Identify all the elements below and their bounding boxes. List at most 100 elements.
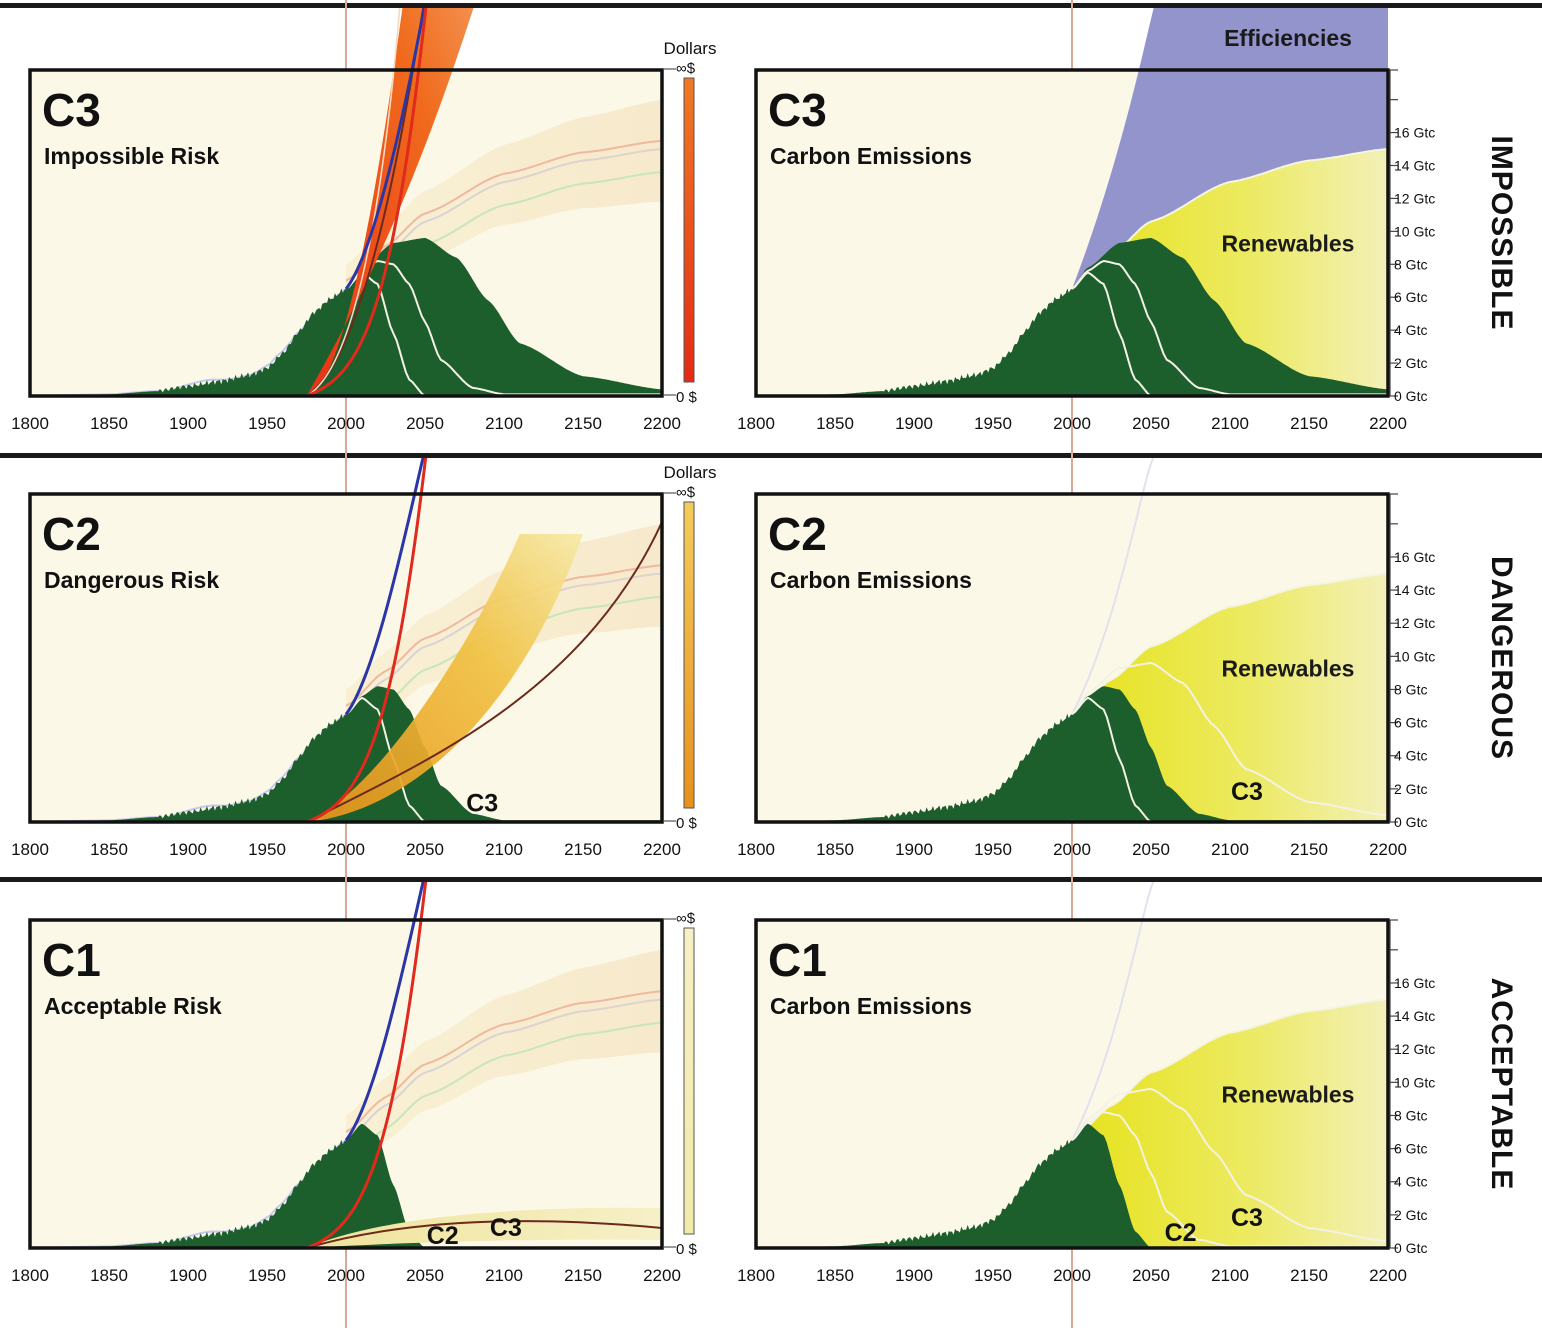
red-risk-curve [305, 882, 428, 1248]
gtc-tick-label: 4 Gtc [1394, 748, 1427, 764]
x-tick-label: 2050 [1132, 1266, 1170, 1285]
gtc-tick-label: 6 Gtc [1394, 715, 1427, 731]
currency-top-label: ∞$ [676, 910, 696, 927]
fossil-emissions-area [30, 686, 662, 822]
gtc-tick-label: 8 Gtc [1394, 256, 1427, 272]
cost-center-line [306, 521, 662, 822]
gtc-tick-label: 10 Gtc [1394, 223, 1435, 239]
x-tick-label: 1950 [248, 840, 286, 859]
gtc-tick-label: 6 Gtc [1394, 289, 1427, 305]
fossil-emissions-area [756, 686, 1388, 822]
risk-panel-frame [28, 492, 664, 824]
faint-risk-band [346, 949, 662, 1174]
cost-band-hot [306, 8, 474, 396]
x-tick-label: 2200 [1369, 1266, 1407, 1285]
scenario-label: C3 [1231, 778, 1263, 806]
panel-code: C2 [42, 508, 101, 560]
x-tick-label: 2050 [406, 1266, 444, 1285]
x-tick-label: 1850 [816, 1266, 854, 1285]
x-tick-label: 1950 [974, 1266, 1012, 1285]
x-tick-label: 2100 [1211, 1266, 1249, 1285]
x-tick-label: 2100 [1211, 840, 1249, 859]
gtc-tick-label: 16 Gtc [1394, 125, 1435, 141]
x-tick-label: 1850 [90, 840, 128, 859]
row-separator [0, 453, 1542, 458]
x-tick-label: 1800 [11, 840, 49, 859]
x-tick-label: 1850 [816, 840, 854, 859]
emissions-areas [756, 8, 1388, 396]
cost-band-group [305, 882, 662, 1248]
gtc-tick-label: 14 Gtc [1394, 582, 1435, 598]
panel-subtitle: Carbon Emissions [770, 143, 972, 169]
x-tick-label: 2200 [643, 414, 681, 433]
gtc-tick-label: 10 Gtc [1394, 1074, 1435, 1090]
row-impossible: C3 Impossible Risk 1800 1850 1900 1950 2000 205… [11, 8, 1518, 433]
gtc-tick-label: 12 Gtc [1394, 1041, 1435, 1057]
x-tick-label: 1800 [737, 414, 775, 433]
x-tick-label: 1800 [11, 414, 49, 433]
panel-code: C1 [768, 934, 827, 986]
efficiencies-area [1072, 8, 1388, 289]
cost-band-warm [306, 534, 583, 822]
x-tick-label: 2000 [327, 840, 365, 859]
gtc-tick-label: 0 Gtc [1394, 1240, 1427, 1256]
risk-panel-frame [28, 918, 664, 1250]
gtc-tick-label: 4 Gtc [1394, 1174, 1427, 1190]
row-dangerous: C2 Dangerous Risk C3 1800 1850 1900 1950 2000 20… [11, 458, 1518, 859]
cost-band-group [305, 458, 662, 822]
currency-bottom-label: 0 $ [676, 1241, 698, 1258]
x-tick-label: 2100 [485, 1266, 523, 1285]
x-tick-label: 2050 [406, 414, 444, 433]
x-tick-label: 1900 [169, 414, 207, 433]
scenario-outline-c1 [1071, 696, 1388, 822]
x-tick-label: 1850 [816, 414, 854, 433]
gtc-tick-label: 6 Gtc [1394, 1141, 1427, 1157]
x-tick-label: 1900 [895, 414, 933, 433]
currency-title: Dollars [664, 39, 717, 58]
x-tick-label: 2000 [327, 1266, 365, 1285]
band-label-renewables: Renewables [1222, 230, 1355, 256]
currency-title: Dollars [664, 463, 717, 482]
faint-red-line [345, 139, 663, 282]
cost-band-group [305, 8, 474, 396]
blue-risk-curve [344, 458, 425, 716]
panel-code: C3 [42, 84, 101, 136]
currency-top-label: ∞$ [676, 60, 696, 77]
gtc-tick-label: 0 Gtc [1394, 814, 1427, 830]
currency-top-label: ∞$ [676, 484, 696, 501]
emissions-panel: C1 Carbon Emissions Renewables C2 C3 1800 1850… [737, 882, 1435, 1285]
x-tick-label: 1950 [248, 414, 286, 433]
scenario-label: C3 [490, 1214, 522, 1242]
demand-outline [1071, 572, 1388, 716]
risk-level-label: ACCEPTABLE [1485, 978, 1518, 1191]
panel-code: C2 [768, 508, 827, 560]
renewables-area [1072, 999, 1388, 1248]
currency-scale-bar [683, 77, 695, 383]
scenario-outline-c3 [1071, 661, 1388, 817]
panel-subtitle: Carbon Emissions [770, 567, 972, 593]
x-tick-label: 2000 [327, 414, 365, 433]
gtc-tick-label: 10 Gtc [1394, 648, 1435, 664]
x-tick-label: 1800 [737, 1266, 775, 1285]
x-tick-label: 2100 [485, 414, 523, 433]
faint-bau-curve [1071, 882, 1155, 1141]
x-tick-label: 1950 [248, 1266, 286, 1285]
red-risk-curve [305, 8, 428, 396]
emissions-areas [756, 882, 1388, 1248]
fossil-emissions-area [756, 1123, 1388, 1248]
emissions-panel-frame [754, 492, 1390, 824]
currency-bottom-label: 0 $ [676, 389, 698, 406]
emissions-areas [756, 458, 1388, 822]
x-tick-label: 2000 [1053, 1266, 1091, 1285]
x-tick-label: 2200 [643, 840, 681, 859]
x-tick-label: 2100 [485, 840, 523, 859]
x-tick-label: 2050 [1132, 840, 1170, 859]
x-tick-label: 1900 [895, 1266, 933, 1285]
currency-scale-bar [683, 501, 695, 809]
x-tick-label: 1900 [169, 1266, 207, 1285]
gtc-tick-label: 14 Gtc [1394, 1008, 1435, 1024]
x-tick-label: 2150 [564, 414, 602, 433]
gtc-tick-label: 12 Gtc [1394, 190, 1435, 206]
x-tick-label: 2150 [1290, 414, 1328, 433]
